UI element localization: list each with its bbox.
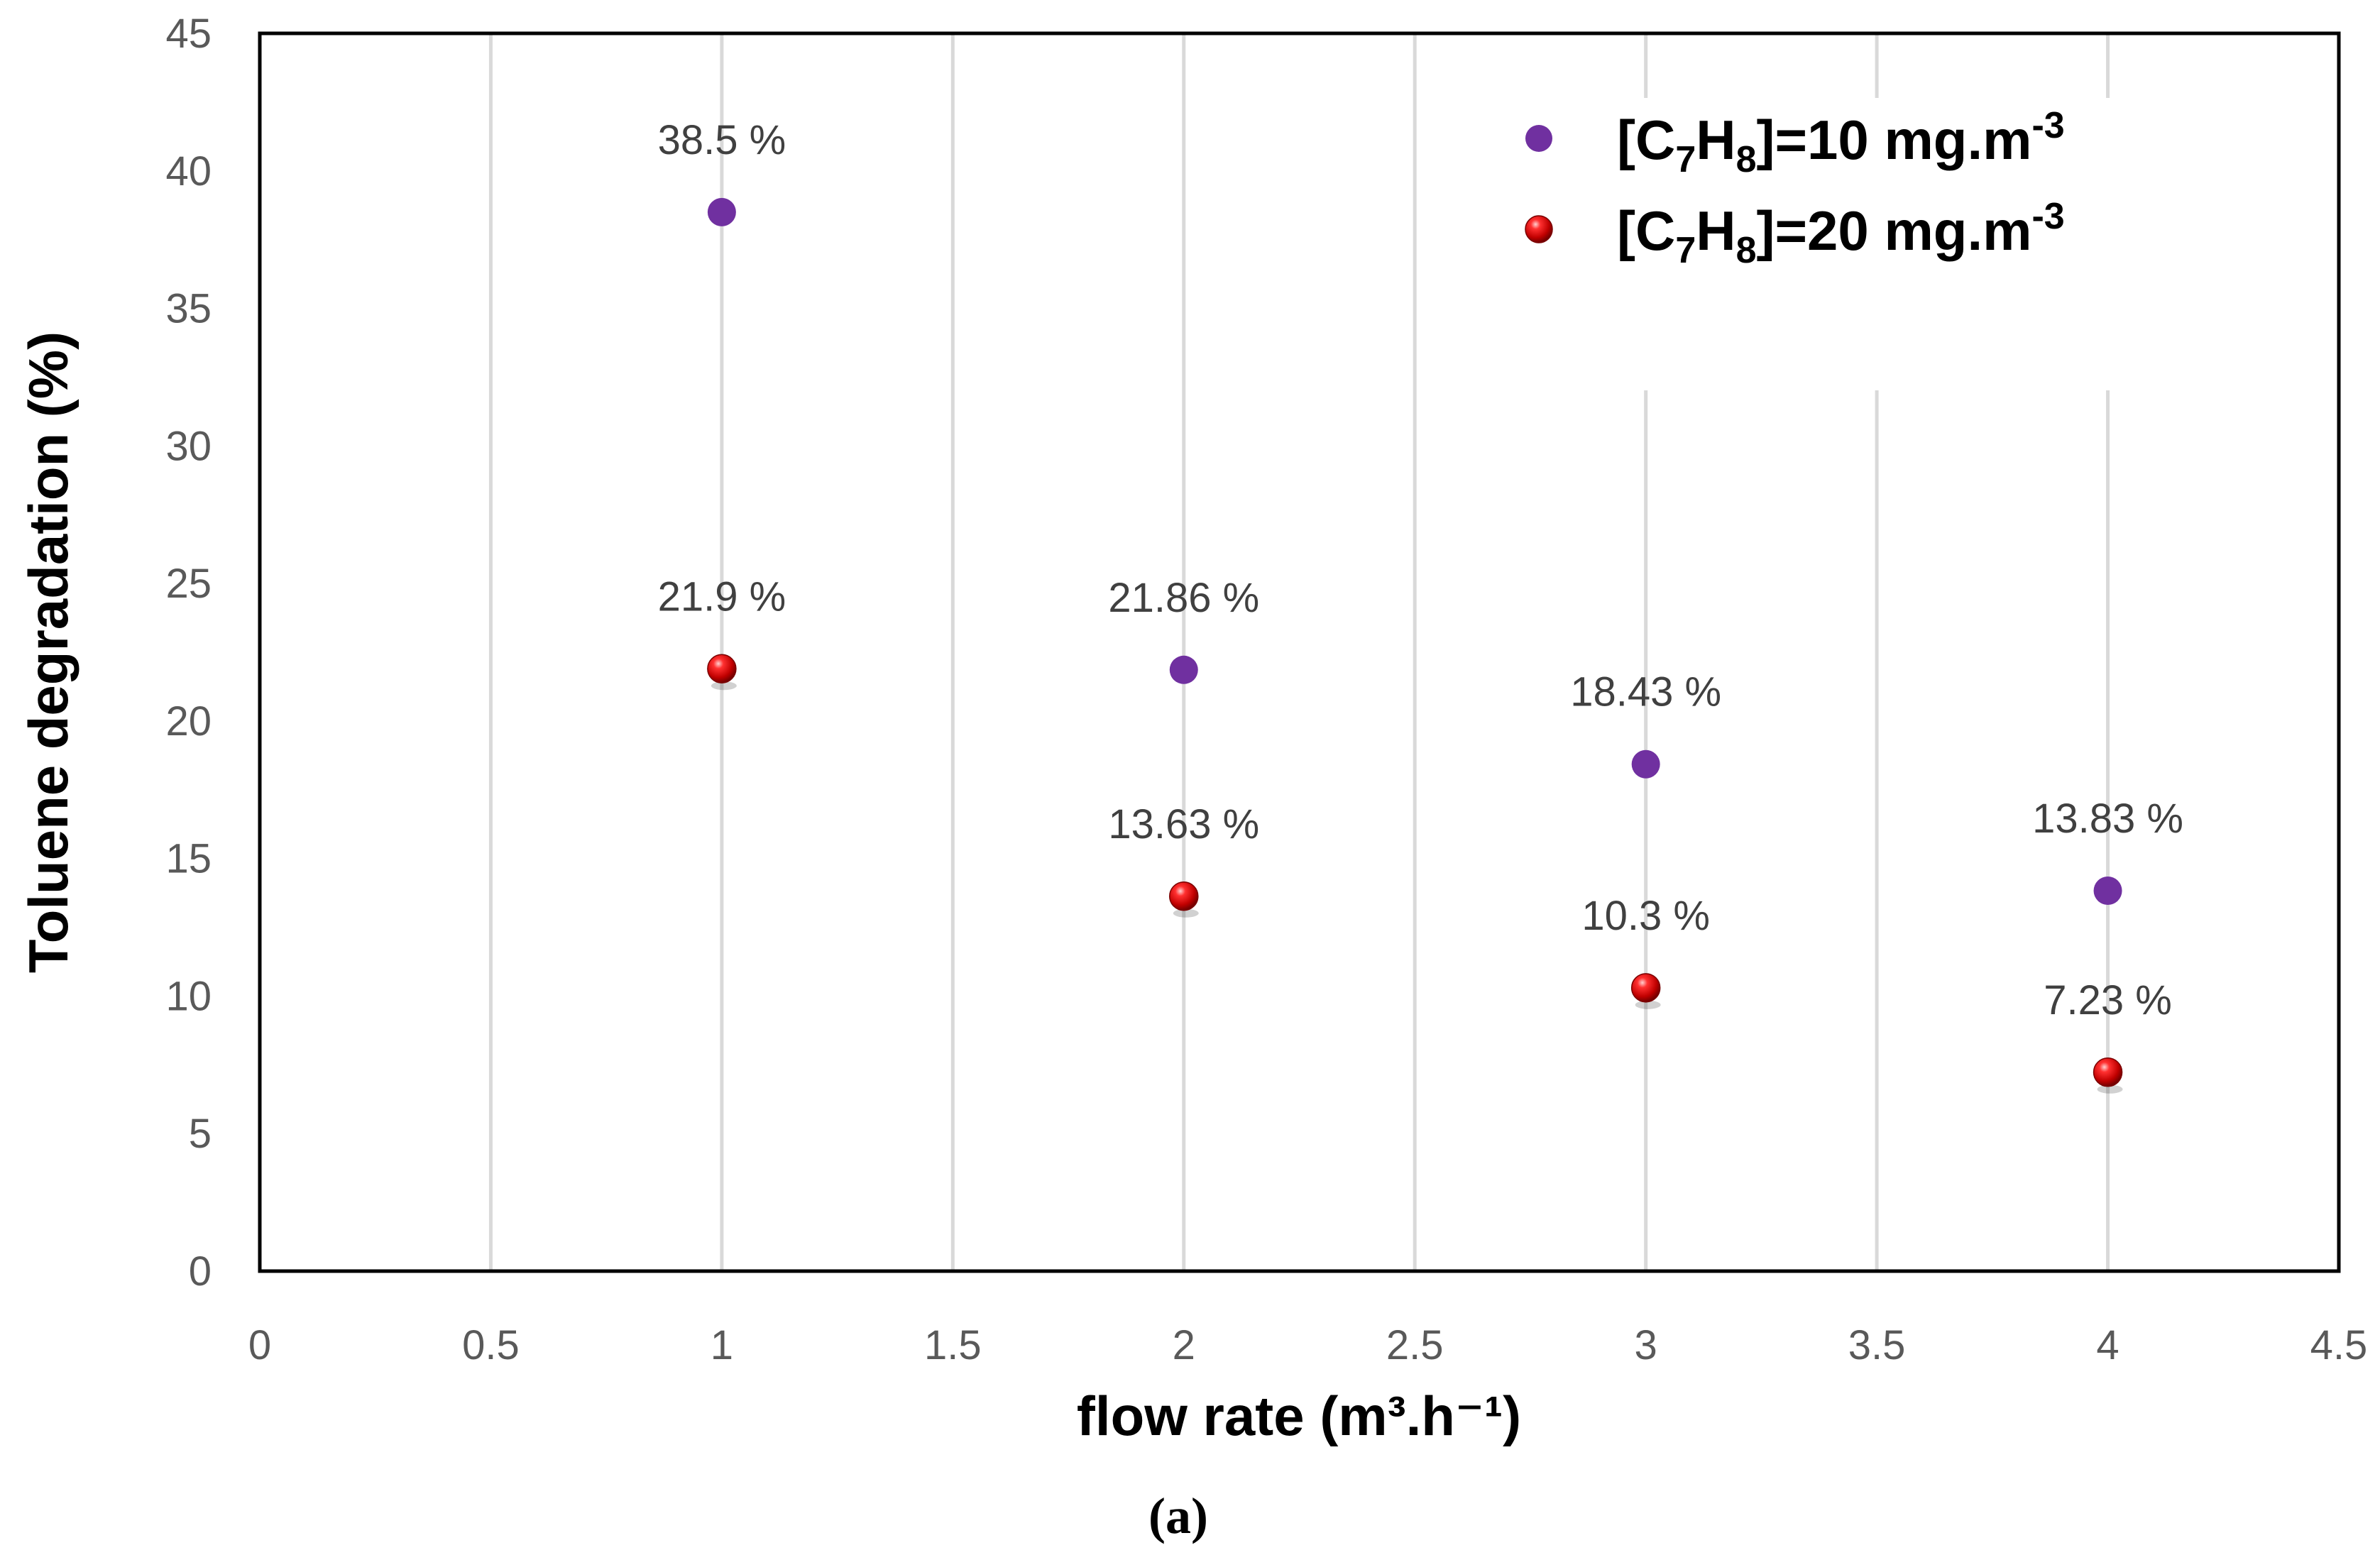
data-label: 21.86 %	[1108, 575, 1259, 621]
x-tick-label: 4.5	[2310, 1322, 2368, 1368]
legend: [C7H8]=10 mg.m-3 [C7H8]=20 mg.m-3	[1525, 105, 2065, 271]
x-tick-label: 2	[1173, 1322, 1195, 1368]
data-point-series-1	[2093, 877, 2122, 906]
legend-label: [C7H8]=20 mg.m-3	[1617, 196, 2065, 271]
data-point-series-1	[707, 197, 736, 226]
data-point-series-1	[1169, 655, 1198, 684]
legend-marker-circle	[1525, 125, 1552, 152]
x-tick-label: 0.5	[462, 1322, 520, 1368]
y-tick-label: 0	[189, 1248, 212, 1295]
y-tick-label: 35	[165, 286, 212, 332]
y-tick-label: 5	[189, 1111, 212, 1157]
legend-marker-sphere	[1525, 215, 1553, 243]
x-tick-label: 3	[1635, 1322, 1657, 1368]
y-axis-title: Toluene degradation (%)	[17, 331, 79, 973]
point-shadow	[2097, 1084, 2123, 1094]
data-label: 18.43 %	[1570, 669, 1721, 715]
legend-label: [C7H8]=10 mg.m-3	[1617, 105, 2065, 180]
x-tick-label: 4	[2096, 1322, 2119, 1368]
y-tick-label: 45	[165, 11, 212, 57]
data-point-series-1	[1631, 749, 1660, 779]
y-tick-label: 10	[165, 973, 212, 1019]
figure-caption: (a)	[1148, 1488, 1208, 1544]
data-point-series-2	[1169, 881, 1199, 911]
x-tick-label: 1	[711, 1322, 733, 1368]
legend-background	[1547, 98, 2129, 390]
data-label: 38.5 %	[658, 117, 786, 163]
data-points: 38.5 % 21.86 % 18.43 % 13.83 % 21.9 % 13.63 %…	[658, 117, 2183, 1094]
data-label: 10.3 %	[1581, 893, 1710, 939]
y-tick-label: 15	[165, 836, 212, 882]
tick-labels: 0 0.5 1 1.5 2 2.5 3 3.5 4 4.5 0 5 10 15 20 25 30 35 40 45	[165, 11, 2367, 1368]
data-point-series-2	[2093, 1057, 2123, 1087]
y-tick-label: 30	[165, 423, 212, 469]
plot-frame	[258, 31, 2341, 1273]
point-shadow	[711, 681, 737, 691]
data-label: 21.9 %	[658, 573, 786, 620]
y-tick-label: 40	[165, 148, 212, 194]
data-label: 13.63 %	[1108, 801, 1259, 847]
data-label: 13.83 %	[2032, 796, 2183, 842]
x-tick-label: 3.5	[1848, 1322, 1906, 1368]
y-tick-label: 20	[165, 698, 212, 744]
x-axis-title: flow rate (m³.h⁻¹)	[1077, 1385, 1521, 1447]
point-shadow	[1173, 908, 1199, 918]
data-label: 7.23 %	[2044, 977, 2172, 1023]
data-point-series-2	[707, 654, 737, 684]
point-shadow	[1635, 1000, 1661, 1009]
x-tick-label: 0	[248, 1322, 271, 1368]
data-point-series-2	[1630, 973, 1661, 1003]
x-tick-label: 2.5	[1386, 1322, 1444, 1368]
y-tick-label: 25	[165, 561, 212, 607]
x-tick-label: 1.5	[924, 1322, 982, 1368]
